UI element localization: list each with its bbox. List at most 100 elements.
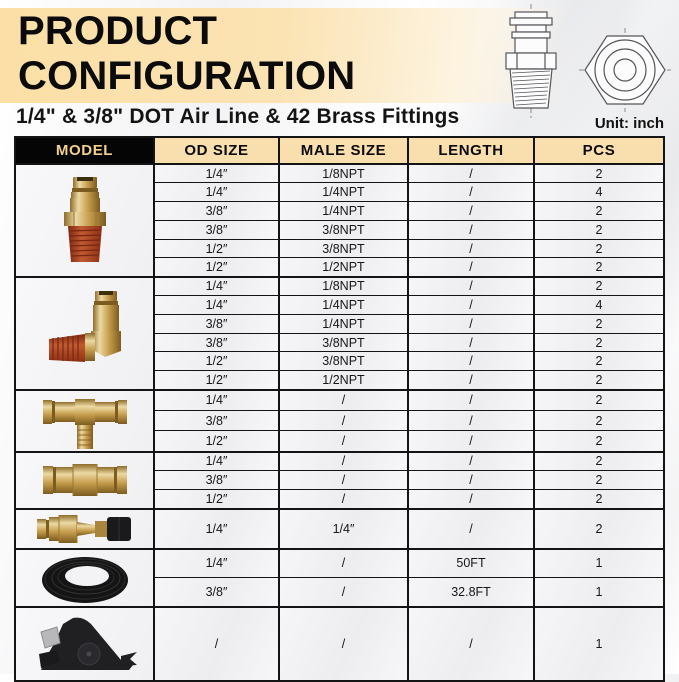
table-row: 3/8″ 1/4NPT/2 (15, 201, 665, 221)
cell-od-size: 3/8″ (153, 409, 280, 432)
config-table: MODEL OD SIZE MALE SIZE LENGTH PCS 1/4″ 1… (14, 136, 665, 682)
cell-male-size: / (278, 489, 409, 510)
cell-od-size: 3/8″ (153, 313, 280, 334)
cell-male-size: / (278, 577, 409, 608)
cell-length: / (407, 219, 535, 240)
male-elbow-connector-image (14, 275, 155, 391)
table-row: 3/8″ //2 (15, 470, 665, 491)
cell-pcs: 2 (533, 489, 665, 510)
cell-male-size: / (278, 388, 409, 411)
cell-pcs: 2 (533, 470, 665, 491)
table-row: 3/8″/32.8FT 1 (15, 577, 665, 608)
unit-label: Unit: inch (594, 115, 664, 132)
tube-cutter-image (14, 605, 155, 682)
table-row: 1/2″ 3/8NPT/2 (15, 351, 665, 372)
cell-pcs: 2 (533, 430, 665, 453)
cell-od-size: 3/8″ (153, 332, 280, 353)
cell-length: / (407, 430, 535, 453)
straight-male-connector-image (14, 163, 155, 278)
cell-pcs: 1 (533, 577, 665, 608)
cell-od-size: 1/2″ (153, 351, 280, 372)
cell-pcs: 2 (533, 163, 665, 184)
table-row: 1/4″ 1/4″/2 (14, 507, 665, 550)
cell-od-size: 1/2″ (153, 370, 280, 391)
cell-pcs: 2 (533, 275, 665, 297)
title-highlight-band (0, 8, 565, 103)
table-row: 3/8″ 3/8NPT/2 (15, 219, 665, 240)
cell-od-size: 1/2″ (153, 489, 280, 510)
cell-pcs: 2 (533, 238, 665, 259)
cell-length: / (407, 450, 535, 472)
cell-pcs: 2 (533, 409, 665, 432)
column-header-pcs: PCS (533, 136, 665, 165)
cell-male-size: 3/8NPT (278, 351, 409, 372)
cell-od-size: 1/4″ (153, 388, 280, 411)
cell-length: / (407, 295, 535, 315)
table-row: 1/4″ //2 (14, 450, 665, 510)
cell-pcs: 2 (533, 219, 665, 240)
straight-union-image (14, 450, 155, 510)
cell-pcs: 2 (533, 332, 665, 353)
cell-male-size: / (278, 605, 409, 682)
table-row: 1/4″ 1/8NPT/2 (14, 275, 665, 391)
cell-length: / (407, 388, 535, 411)
column-header-od-size: OD SIZE (153, 136, 280, 165)
cell-length: / (407, 275, 535, 297)
cell-male-size: / (278, 547, 409, 579)
cell-length: 50FT (407, 547, 535, 579)
fitting-side-view-drawing (505, 4, 557, 118)
cell-pcs: 2 (533, 201, 665, 221)
cell-pcs: 1 (533, 605, 665, 682)
cell-od-size: 3/8″ (153, 470, 280, 491)
cell-od-size: / (153, 605, 280, 682)
cell-pcs: 2 (533, 507, 665, 550)
cell-male-size: / (278, 470, 409, 491)
cell-pcs: 4 (533, 295, 665, 315)
cell-length: / (407, 332, 535, 353)
cell-pcs: 2 (533, 370, 665, 391)
column-header-male-size: MALE SIZE (278, 136, 409, 165)
cell-male-size: 3/8NPT (278, 332, 409, 353)
cell-pcs: 2 (533, 257, 665, 278)
header-row: MODEL OD SIZE MALE SIZE LENGTH PCS (14, 136, 665, 165)
tee-union-image (14, 388, 155, 453)
table-row: / //1 (14, 605, 665, 682)
table-row: 1/2″ 3/8NPT/2 (15, 238, 665, 259)
cell-male-size: / (278, 430, 409, 453)
table-row: 1/4″ 1/4NPT/4 (15, 182, 665, 203)
table-body: 1/4″ 1/8NPT/2 1/4″ 1/4NPT/4 3/8″ 1/4NPT/2 3/8″… (14, 163, 665, 682)
cell-od-size: 1/2″ (153, 257, 280, 278)
fitting-hex-front-drawing (579, 28, 671, 112)
cell-male-size: 3/8NPT (278, 238, 409, 259)
table-row: 1/4″ 1/4NPT/4 (15, 295, 665, 315)
cell-length: / (407, 238, 535, 259)
cell-length: / (407, 470, 535, 491)
cell-male-size: 3/8NPT (278, 219, 409, 240)
inflation-valve-image (14, 507, 155, 550)
cell-male-size: 1/8NPT (278, 275, 409, 297)
table-row: 1/4″/50FT 1 (14, 547, 665, 608)
cell-pcs: 2 (533, 351, 665, 372)
cell-male-size: 1/2NPT (278, 370, 409, 391)
cell-od-size: 1/4″ (153, 507, 280, 550)
subtitle: 1/4" & 3/8" DOT Air Line & 42 Brass Fitt… (16, 105, 460, 128)
cell-length: / (407, 201, 535, 221)
cell-length: / (407, 489, 535, 510)
cell-od-size: 3/8″ (153, 219, 280, 240)
cell-length: / (407, 163, 535, 184)
column-header-length: LENGTH (407, 136, 535, 165)
cell-male-size: / (278, 450, 409, 472)
cell-male-size: 1/4NPT (278, 313, 409, 334)
cell-pcs: 2 (533, 313, 665, 334)
cell-length: / (407, 257, 535, 278)
cell-male-size: 1/4NPT (278, 182, 409, 203)
cell-male-size: 1/8NPT (278, 163, 409, 184)
cell-od-size: 1/4″ (153, 450, 280, 472)
cell-length: / (407, 351, 535, 372)
cell-male-size: 1/4NPT (278, 201, 409, 221)
cell-od-size: 1/4″ (153, 275, 280, 297)
cell-length: / (407, 182, 535, 203)
cell-pcs: 1 (533, 547, 665, 579)
table-row: 1/2″ //2 (15, 430, 665, 453)
cell-length: / (407, 605, 535, 682)
